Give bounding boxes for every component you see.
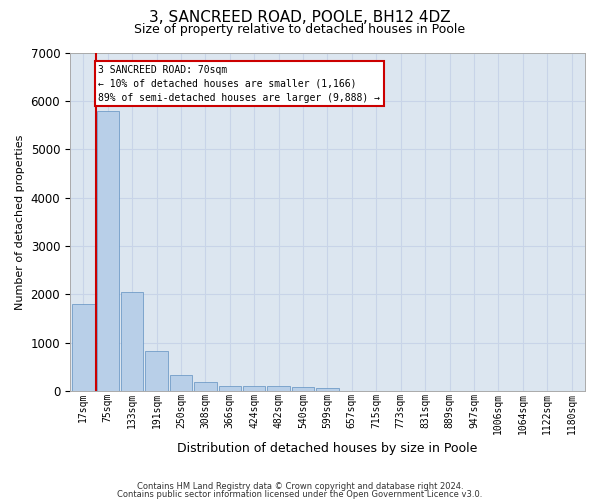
Bar [97,110,119,391]
Text: Size of property relative to detached houses in Poole: Size of property relative to detached ho… [134,22,466,36]
Bar [194,382,217,391]
X-axis label: Distribution of detached houses by size in Poole: Distribution of detached houses by size … [177,442,478,455]
Bar [218,386,241,391]
Bar [316,388,338,391]
Text: 3 SANCREED ROAD: 70sqm
← 10% of detached houses are smaller (1,166)
89% of semi-: 3 SANCREED ROAD: 70sqm ← 10% of detached… [98,64,380,102]
Y-axis label: Number of detached properties: Number of detached properties [15,134,25,310]
Text: 3, SANCREED ROAD, POOLE, BH12 4DZ: 3, SANCREED ROAD, POOLE, BH12 4DZ [149,10,451,25]
Bar [121,292,143,391]
Bar [72,304,95,391]
Bar [170,374,192,391]
Bar [145,352,168,391]
Text: Contains public sector information licensed under the Open Government Licence v3: Contains public sector information licen… [118,490,482,499]
Bar [292,386,314,391]
Bar [243,386,265,391]
Bar [268,386,290,391]
Text: Contains HM Land Registry data © Crown copyright and database right 2024.: Contains HM Land Registry data © Crown c… [137,482,463,491]
